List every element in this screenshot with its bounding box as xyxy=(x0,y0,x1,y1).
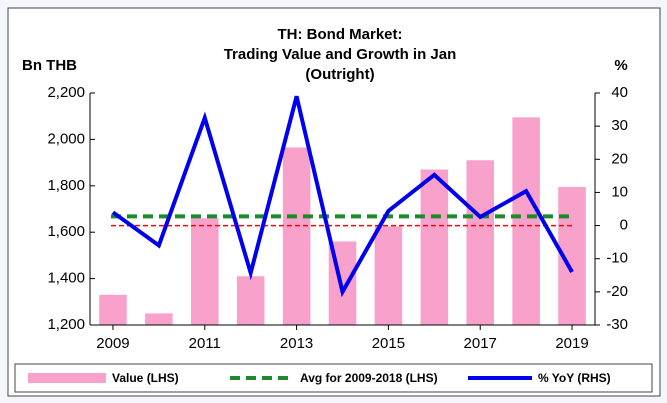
chart-title: Trading Value and Growth in Jan xyxy=(224,46,457,63)
bar xyxy=(99,294,127,325)
y-tick-label: 1,200 xyxy=(47,316,85,333)
bar xyxy=(420,169,449,325)
legend-label: % YoY (RHS) xyxy=(538,371,611,385)
bar xyxy=(512,117,540,325)
chart-title: (Outright) xyxy=(305,66,374,83)
frame xyxy=(7,7,661,397)
y2-tick-label: -30 xyxy=(606,316,628,333)
chart-title: TH: Bond Market: xyxy=(278,26,403,43)
line-series xyxy=(111,95,574,298)
bar xyxy=(145,313,173,325)
y-tick-label: 1,600 xyxy=(47,223,85,240)
y-axis-label: Bn THB xyxy=(22,57,77,74)
legend-label: Value (LHS) xyxy=(112,371,179,385)
y-tick-label: 2,000 xyxy=(47,130,85,147)
x-tick-label: 2015 xyxy=(372,335,405,352)
y2-tick-label: -20 xyxy=(606,283,628,300)
y-tick-label: 1,400 xyxy=(47,270,85,287)
bar xyxy=(191,218,219,325)
x-tick-label: 2009 xyxy=(96,335,129,352)
y2-tick-label: 20 xyxy=(611,150,628,167)
y2-tick-label: 0 xyxy=(620,217,628,234)
y2-tick-label: 40 xyxy=(611,84,628,101)
x-tick-label: 2013 xyxy=(280,335,313,352)
y2-tick-label: 30 xyxy=(611,117,628,134)
legend xyxy=(14,363,653,393)
x-tick-label: 2017 xyxy=(464,335,497,352)
y2-tick-label: 10 xyxy=(611,183,628,200)
bar xyxy=(374,226,403,325)
bar xyxy=(282,147,311,325)
y2-tick-label: -10 xyxy=(606,250,628,267)
legend-swatch xyxy=(28,373,106,383)
bar xyxy=(236,276,265,325)
y-tick-label: 1,800 xyxy=(47,177,85,194)
bar xyxy=(466,160,494,325)
x-tick-label: 2011 xyxy=(189,335,221,352)
x-tick-label: 2019 xyxy=(555,335,588,352)
legend-label: Avg for 2009-2018 (LHS) xyxy=(300,371,438,385)
y-tick-label: 2,200 xyxy=(47,84,85,101)
y2-axis-label: % xyxy=(614,57,627,74)
